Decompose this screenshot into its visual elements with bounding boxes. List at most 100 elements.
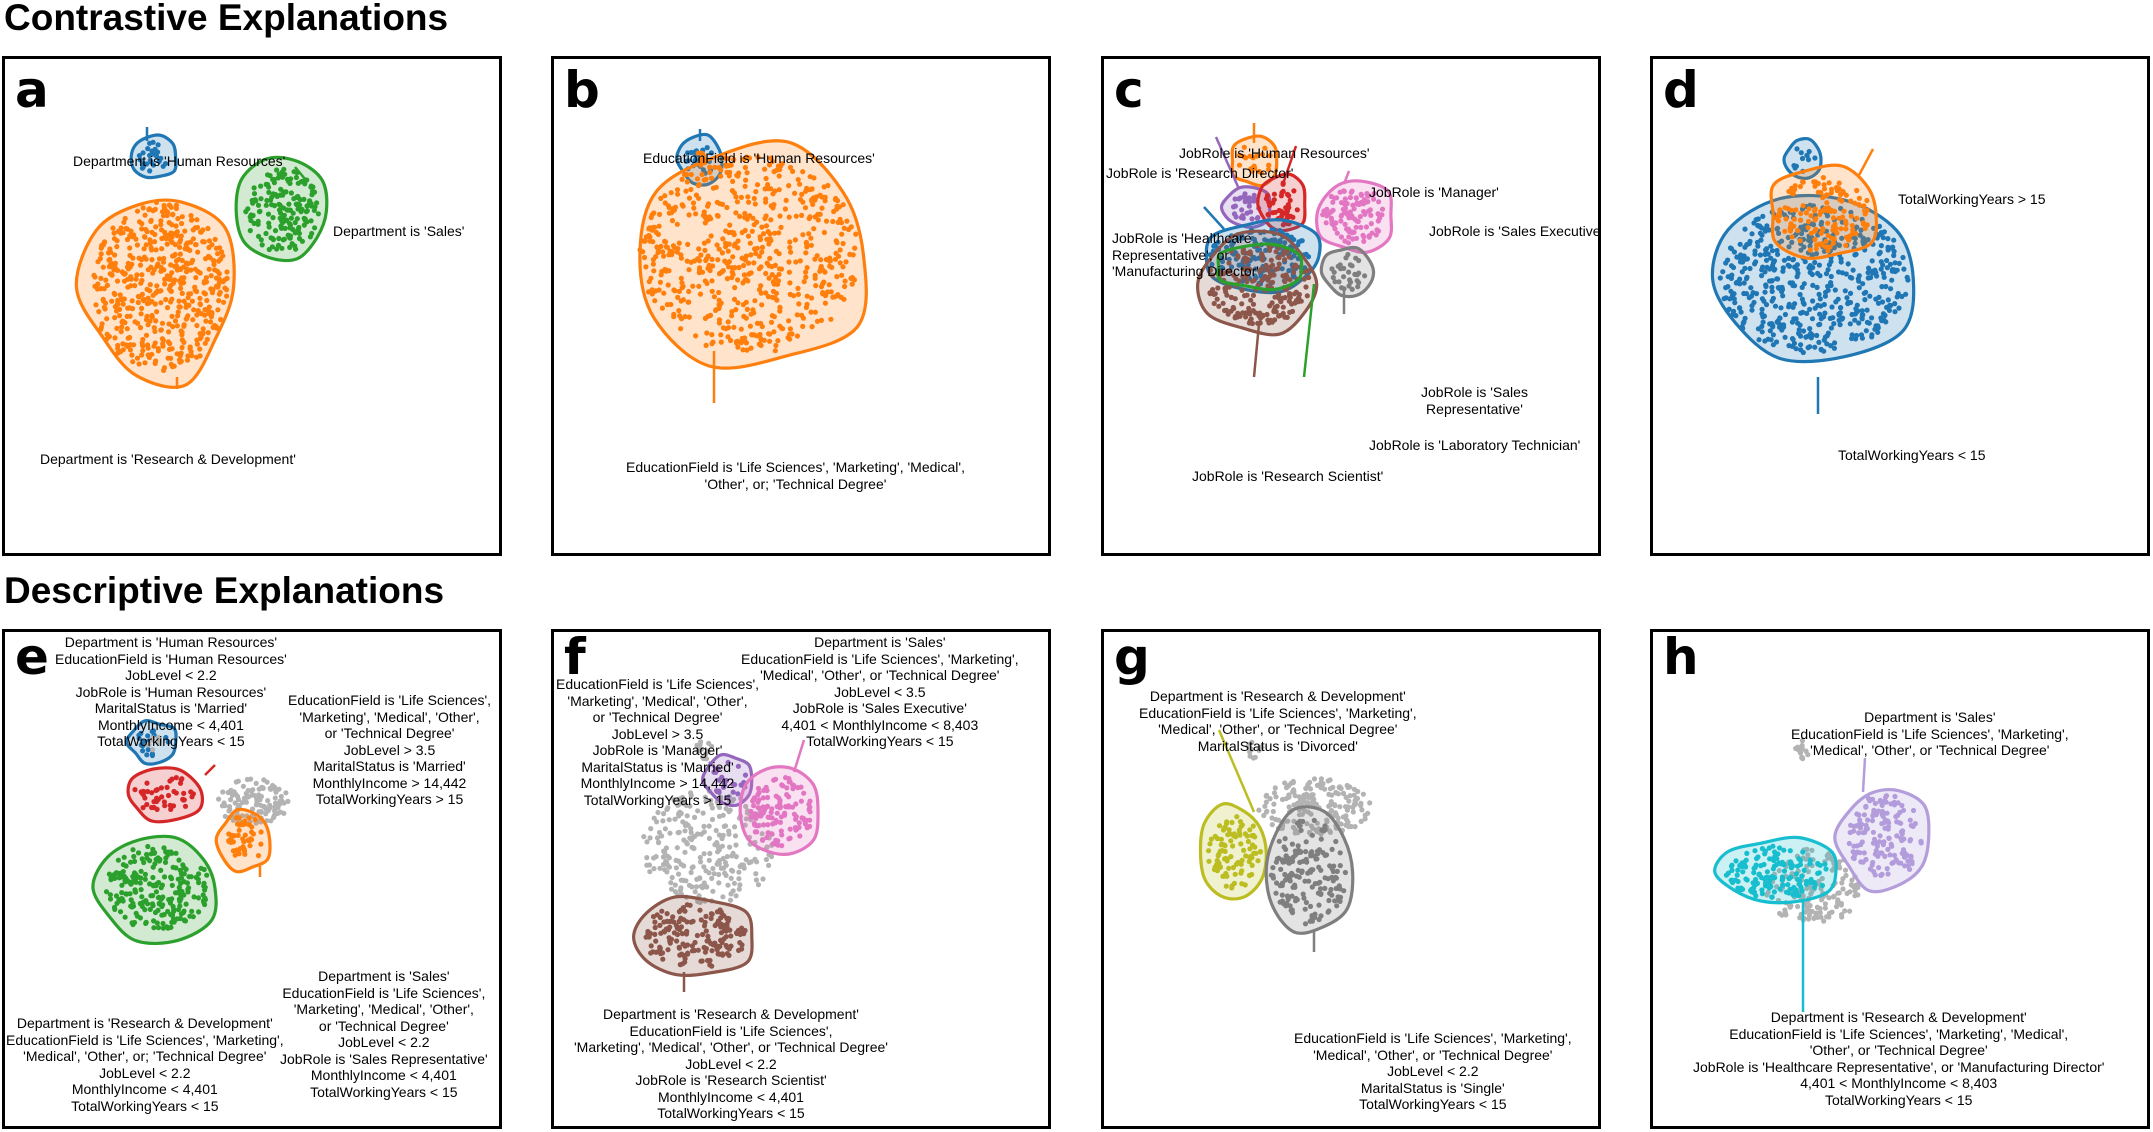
data-point	[733, 893, 739, 899]
data-point	[1245, 250, 1251, 256]
data-point	[660, 249, 666, 255]
data-point	[720, 812, 726, 818]
data-point	[136, 361, 142, 367]
data-point	[1274, 880, 1280, 886]
data-point	[1284, 273, 1290, 280]
data-point	[779, 843, 785, 849]
data-point	[162, 859, 169, 865]
data-point	[1810, 252, 1816, 258]
data-point	[732, 833, 739, 839]
data-point	[686, 195, 693, 201]
data-point	[701, 864, 707, 870]
data-point	[179, 257, 185, 264]
data-point	[659, 268, 665, 275]
data-point	[1311, 776, 1318, 782]
data-point	[1264, 311, 1270, 318]
data-point	[129, 298, 135, 304]
data-point	[212, 236, 218, 242]
data-point	[1891, 252, 1897, 259]
data-point	[183, 866, 189, 872]
data-point	[719, 939, 725, 945]
data-point	[688, 829, 694, 836]
data-point	[1207, 290, 1213, 296]
cluster-label-jr-rdirector: JobRole is 'Research Director'	[1106, 165, 1294, 181]
leader-line	[1302, 283, 1316, 378]
data-point	[188, 267, 194, 273]
data-point	[777, 805, 783, 811]
data-point	[139, 856, 145, 862]
data-point	[1797, 322, 1803, 328]
data-point	[247, 843, 253, 849]
data-point	[271, 176, 277, 183]
data-point	[145, 146, 151, 152]
data-point	[134, 272, 140, 278]
data-point	[1373, 232, 1379, 238]
data-point	[729, 313, 735, 319]
data-point	[93, 302, 99, 308]
data-point	[696, 745, 702, 751]
data-point	[766, 275, 772, 281]
data-point	[1834, 230, 1840, 236]
data-point	[1848, 882, 1854, 888]
data-point	[1279, 266, 1285, 272]
data-point	[1821, 918, 1827, 924]
data-point	[708, 150, 714, 156]
data-point	[306, 200, 313, 206]
data-point	[1285, 202, 1291, 208]
data-point	[1847, 321, 1853, 327]
data-point	[1351, 206, 1357, 212]
data-point	[292, 230, 298, 236]
data-point	[693, 192, 699, 198]
data-point	[145, 741, 152, 748]
data-point	[701, 880, 707, 886]
data-point	[672, 889, 678, 895]
data-point	[139, 342, 146, 348]
cluster-h-sales-hull	[1833, 788, 1931, 894]
data-point	[759, 302, 765, 308]
data-point	[770, 205, 776, 211]
data-point	[840, 202, 846, 208]
data-point	[258, 809, 264, 815]
data-point	[1224, 819, 1230, 825]
data-point	[1848, 198, 1854, 204]
data-point	[1838, 226, 1844, 232]
data-point	[1807, 243, 1813, 249]
cluster-f-research-sci-hull	[631, 894, 754, 978]
data-point	[1298, 827, 1304, 833]
data-point	[686, 267, 692, 273]
data-point	[706, 835, 712, 841]
data-point	[1721, 296, 1727, 302]
data-point	[1280, 222, 1286, 228]
data-point	[736, 876, 742, 882]
data-point	[1798, 150, 1804, 156]
data-point	[1211, 300, 1217, 307]
data-point	[1362, 816, 1368, 822]
data-point	[1332, 803, 1338, 809]
data-point	[1216, 851, 1222, 857]
data-point	[192, 287, 198, 293]
data-point	[256, 792, 262, 798]
data-point	[760, 804, 766, 810]
data-point	[1828, 235, 1835, 241]
data-point	[168, 806, 174, 812]
data-point	[1803, 210, 1809, 216]
data-point	[1787, 228, 1793, 234]
data-point	[1241, 266, 1248, 272]
data-point	[1812, 344, 1818, 350]
data-point	[659, 908, 665, 914]
data-point	[308, 218, 314, 224]
data-point	[709, 278, 715, 284]
data-point	[647, 835, 653, 841]
data-point	[111, 290, 117, 296]
data-point	[1823, 238, 1829, 244]
data-point	[688, 171, 694, 178]
data-point	[777, 166, 783, 173]
data-point	[1760, 314, 1766, 320]
data-point	[278, 793, 284, 800]
data-point	[174, 323, 180, 329]
data-point	[167, 778, 173, 784]
data-point	[665, 947, 671, 953]
data-point	[145, 843, 151, 850]
data-point	[1347, 784, 1353, 790]
data-point	[1849, 332, 1855, 338]
